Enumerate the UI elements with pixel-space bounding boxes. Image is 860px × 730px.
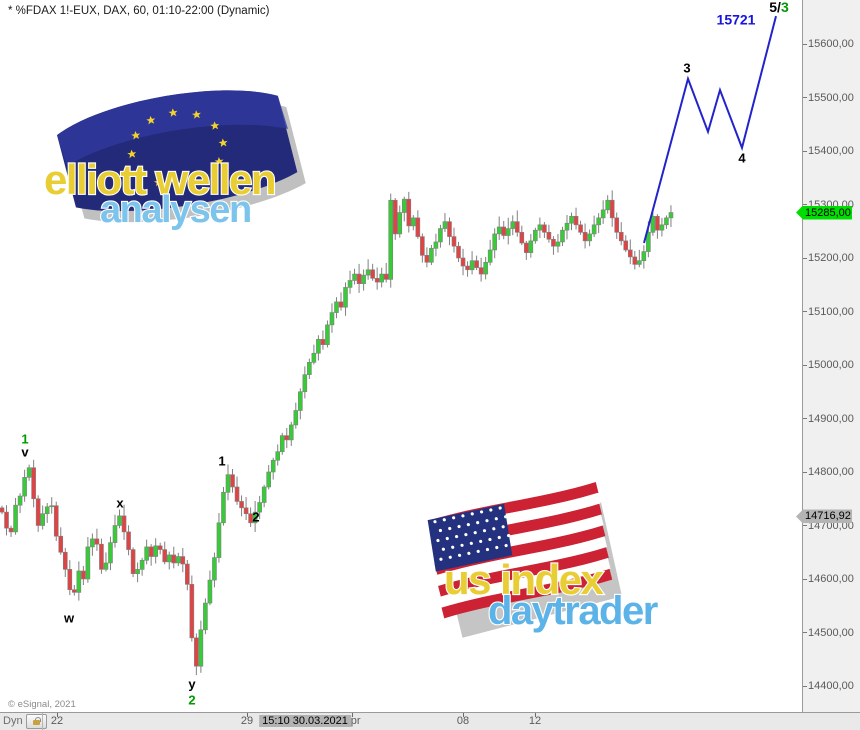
price-tag: 14716,92: [796, 509, 852, 524]
price-axis-tick: [803, 204, 807, 205]
eu-logo-line1: elliott wellen: [44, 156, 275, 203]
price-axis-tick: [803, 364, 807, 366]
time-axis-tick: [463, 713, 464, 717]
time-axis-label: 08: [456, 715, 470, 727]
wave-label: x: [116, 495, 124, 511]
wave-label: y: [188, 676, 196, 692]
price-axis-tick: [803, 311, 807, 312]
price-axis-label: 15000,00: [808, 359, 854, 371]
wave-label: w: [63, 610, 75, 626]
wave-label: 4: [738, 150, 746, 166]
scale-mode-label: Dyn: [3, 715, 23, 727]
price-axis-label: 15600,00: [808, 38, 854, 50]
price-axis-label: 14600,00: [808, 573, 854, 585]
price-axis[interactable]: 15600,00 15500,00 15400,00 15300,00 15200,00…: [796, 0, 860, 712]
time-axis[interactable]: Dyn 22 29 Apr 08 12 15:10 30.03.2021: [0, 712, 860, 730]
wave-3-green: 3: [780, 0, 789, 15]
price-axis-tick: [803, 471, 807, 473]
wave-5-black: 5/: [769, 0, 781, 15]
time-axis-label: 12: [528, 715, 542, 727]
copyright-text: © eSignal, 2021: [8, 699, 76, 710]
time-axis-label: 22: [50, 715, 64, 727]
price-axis-label: 14900,00: [808, 412, 854, 425]
price-axis-tick: [803, 685, 807, 687]
wave-label: 3: [683, 60, 691, 76]
price-axis-tick: [803, 525, 807, 526]
wave-label: 1: [218, 453, 226, 469]
price-axis-label: 15100,00: [808, 305, 854, 318]
price-axis-tick: [803, 632, 807, 633]
us-stars: [433, 506, 511, 561]
wave-label: 1: [21, 431, 29, 447]
crosshair-time-label: 15:10 30.03.2021: [259, 715, 351, 727]
us-logo-line1: us index: [444, 556, 605, 603]
scale-lock-button[interactable]: [26, 714, 47, 729]
chart-title: * %FDAX 1!-EUX, DAX, 60, 01:10-22:00 (Dy…: [8, 5, 270, 17]
price-axis-tick: [803, 97, 807, 98]
wave-label: 2: [188, 692, 196, 708]
candlestick-chart: elliott wellen analysen us index daytrad…: [0, 15, 777, 676]
time-axis-label: 29: [240, 715, 254, 727]
price-tag: 15285,00: [796, 205, 852, 220]
time-axis-tick: [57, 713, 58, 717]
price-axis-tick: [803, 418, 807, 419]
eu-flag-logo: elliott wellen analysen: [43, 90, 306, 232]
price-axis-tick: [803, 578, 807, 580]
wave-label: 15721: [716, 11, 756, 28]
price-axis-label: 14500,00: [808, 626, 854, 639]
us-logo-line2: daytrader: [488, 589, 658, 633]
price-axis-label: 15200,00: [808, 252, 854, 264]
eu-stars: [127, 108, 228, 189]
wave-label-5-3: 5/3: [769, 0, 788, 15]
price-axis-tick: [803, 150, 807, 152]
price-axis-tick: [803, 43, 807, 45]
price-axis-label: 14400,00: [808, 680, 854, 692]
wave-label: 2: [252, 509, 260, 525]
time-axis-tick: [352, 713, 353, 717]
us-flag-logo: us index daytrader: [427, 482, 660, 638]
padlock-icon: [34, 716, 41, 722]
chart-plot-area[interactable]: elliott wellen analysen us index daytrad…: [0, 0, 802, 712]
eu-logo-line2: analysen: [100, 189, 251, 231]
wave-label: v: [21, 444, 29, 460]
projection-line: [643, 15, 777, 244]
price-axis-label: 14800,00: [808, 466, 854, 478]
candlesticks: [0, 190, 674, 676]
price-axis-tick: [803, 257, 807, 259]
padlock-icon-body: [33, 720, 40, 725]
time-axis-tick: [247, 713, 248, 717]
axis-divider: [42, 713, 43, 730]
price-axis-label: 15500,00: [808, 91, 854, 104]
price-axis-label: 15400,00: [808, 145, 854, 157]
time-axis-tick: [535, 713, 536, 717]
